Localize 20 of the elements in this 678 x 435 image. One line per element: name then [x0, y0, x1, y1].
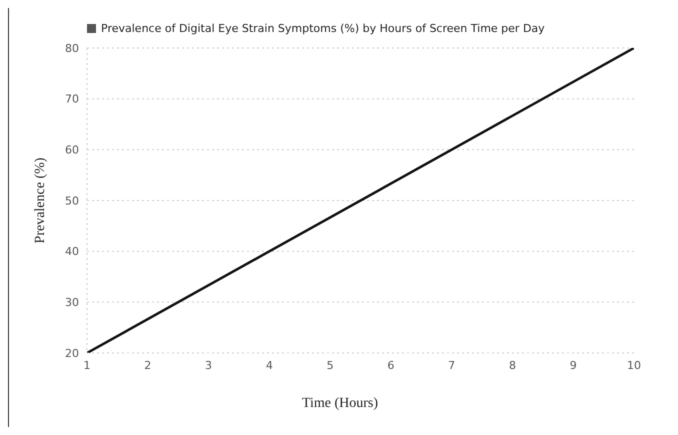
x-tick-label: 9 — [570, 358, 577, 372]
chart-title: Prevalence of Digital Eye Strain Symptoms (%) by Hours of Screen Time per Day — [101, 22, 545, 35]
y-tick-label: 60 — [65, 144, 79, 157]
y-axis-title: Prevalence (%) — [32, 157, 48, 244]
x-tick-label: 10 — [627, 358, 641, 372]
x-tick-label: 5 — [326, 358, 334, 372]
y-tick-label: 70 — [65, 92, 79, 106]
x-tick-label: 6 — [387, 358, 394, 372]
x-axis-title: Time (Hours) — [300, 396, 380, 412]
y-tick-label: 20 — [65, 346, 79, 360]
x-tick-label: 3 — [205, 358, 212, 372]
y-tick-label: 40 — [65, 245, 79, 258]
y-tick-label: 50 — [65, 194, 79, 208]
y-tick-label: 30 — [65, 296, 79, 310]
x-tick-label: 4 — [266, 358, 273, 372]
y-tick-label: 80 — [65, 42, 79, 55]
x-tick-label: 7 — [448, 358, 456, 372]
x-tick-label: 8 — [508, 358, 516, 372]
x-tick-label: 1 — [84, 358, 90, 372]
x-tick-label: 2 — [144, 358, 152, 372]
